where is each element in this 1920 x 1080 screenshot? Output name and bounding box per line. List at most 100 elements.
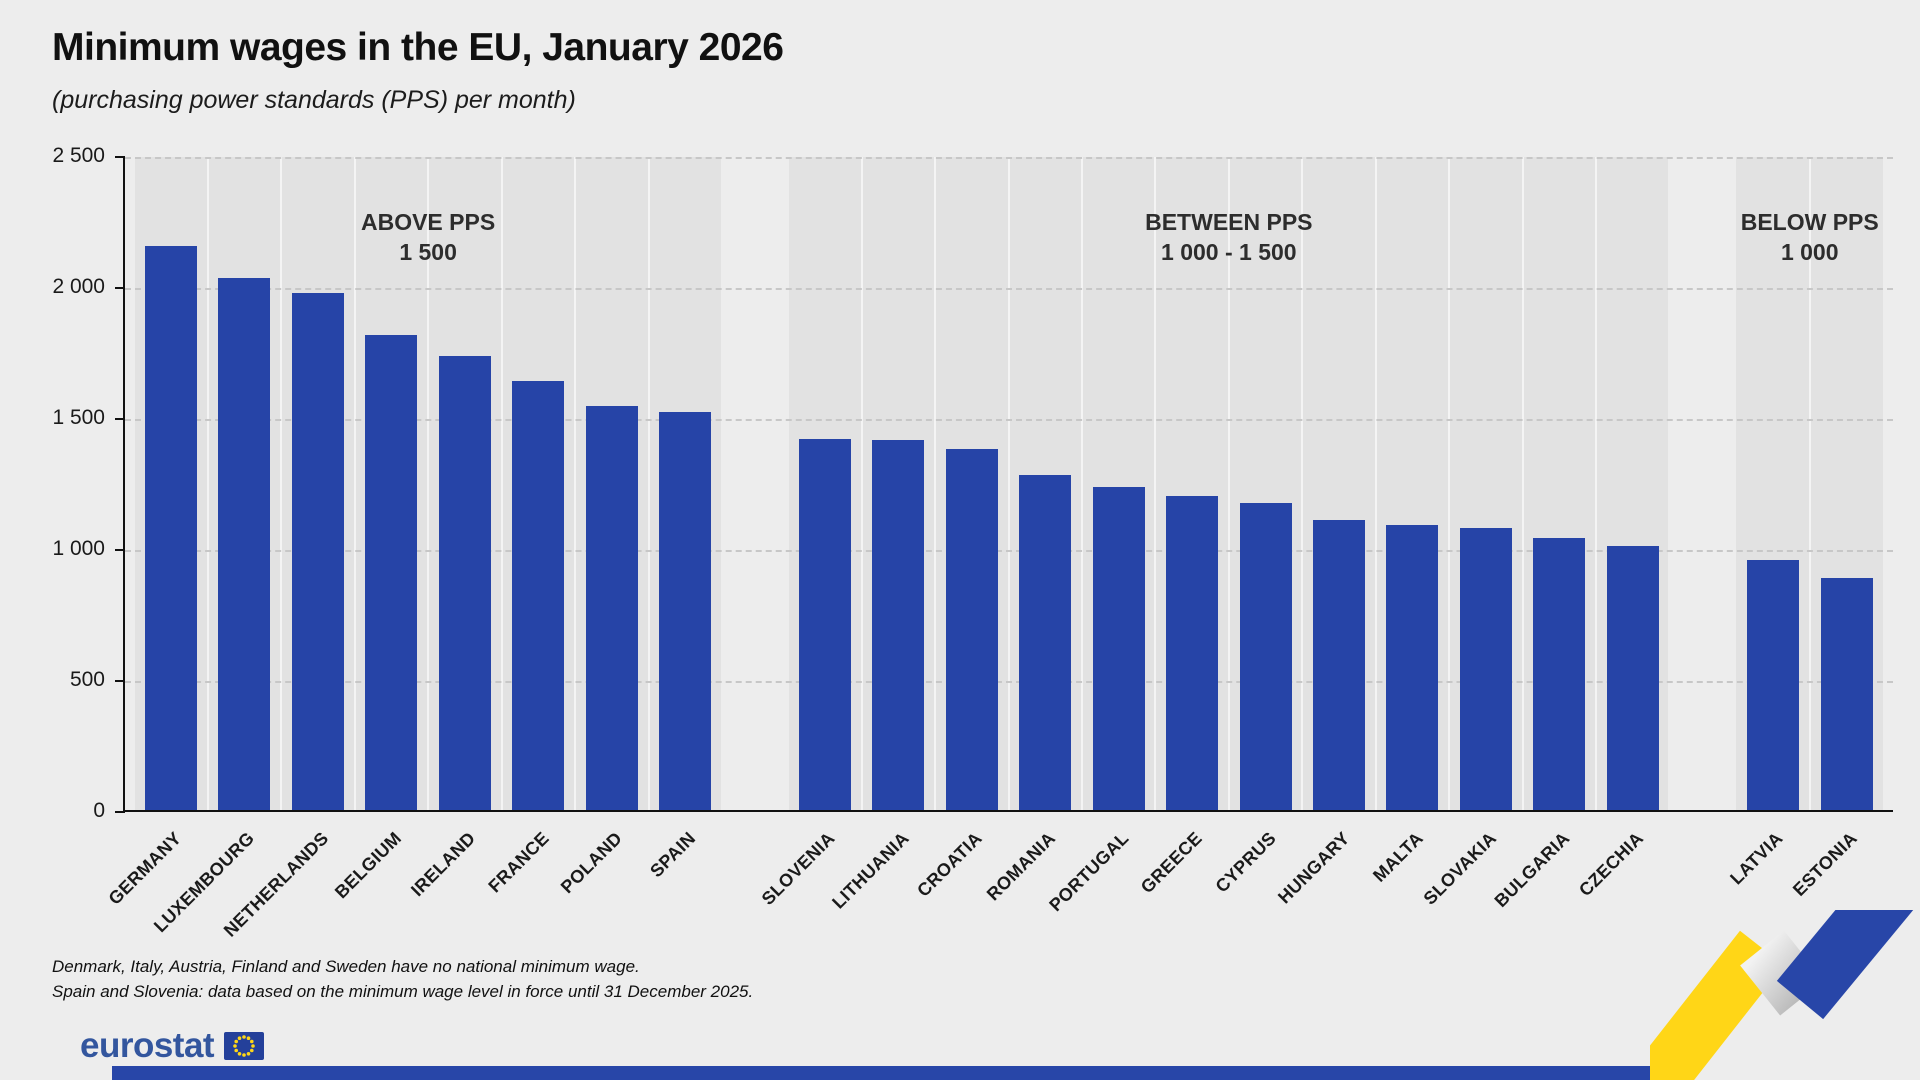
country-label: SPAIN	[646, 828, 700, 882]
bar-column: PORTUGAL	[1046, 157, 1157, 915]
country-label: HUNGARY	[1273, 828, 1354, 908]
y-axis-line	[123, 157, 125, 812]
bar	[1019, 475, 1072, 812]
eu-flag-icon	[224, 1032, 265, 1060]
country-label: LITHUANIA	[827, 828, 913, 913]
bar-column: BELGIUM	[331, 157, 430, 902]
eurostat-logo-text: eurostat	[80, 1026, 215, 1065]
bar	[512, 381, 565, 812]
y-axis-tick	[115, 549, 125, 551]
bar	[1239, 502, 1292, 812]
gridline	[125, 288, 1893, 290]
bar-column: ESTONIA	[1789, 157, 1883, 900]
bar	[1386, 525, 1439, 812]
y-axis-label: 2 000	[52, 275, 105, 298]
bar-column: SLOVAKIA	[1419, 157, 1524, 909]
footnote-line-1: Denmark, Italy, Austria, Finland and Swe…	[52, 957, 640, 976]
y-axis-tick	[115, 156, 125, 158]
group-label-line-2: 1 000	[1780, 239, 1839, 265]
footnote-line-2: Spain and Slovenia: data based on the mi…	[52, 982, 754, 1001]
bar-column: NETHERLANDS	[219, 157, 356, 941]
bar-column: IRELAND	[407, 157, 503, 900]
group-label: BETWEEN PPS 1 000 - 1 500	[789, 207, 1668, 267]
bar	[144, 246, 197, 812]
y-axis-label: 2 500	[52, 144, 105, 167]
chart: 0 500 1 000 1 500 2 000 2 500 ABOVE PPS 1 500 GE…	[52, 144, 1893, 941]
bar	[1312, 519, 1365, 812]
bar-column: FRANCE	[484, 157, 577, 896]
y-axis-label: 1 000	[52, 537, 105, 560]
group-label-line-1: BETWEEN PPS	[1145, 209, 1313, 235]
bar-column: POLAND	[557, 157, 650, 897]
bar-column: CYPRUS	[1211, 157, 1304, 896]
bar	[1166, 496, 1219, 812]
bar-column: LUXEMBOURG	[150, 157, 283, 936]
country-label: FRANCE	[484, 828, 553, 897]
chart-title: Minimum wages in the EU, January 2026	[52, 26, 784, 69]
y-axis-tick	[115, 811, 125, 813]
bar	[798, 438, 851, 812]
bar	[365, 335, 418, 812]
gridline	[125, 681, 1893, 683]
gridline	[125, 550, 1893, 552]
y-axis-tick	[115, 418, 125, 420]
eurostat-logo: eurostat	[80, 1026, 265, 1066]
bar	[1092, 487, 1145, 812]
y-axis-label: 1 500	[52, 406, 105, 429]
group-label-line-1: BELOW PPS	[1740, 209, 1879, 235]
bar	[438, 356, 491, 812]
country-label: SLOVAKIA	[1419, 828, 1500, 909]
y-axis-label: 500	[69, 668, 105, 691]
y-axis-tick	[115, 680, 125, 682]
bar-column: GREECE	[1137, 157, 1230, 897]
bar-column: BULGARIA	[1490, 157, 1597, 911]
bar-column: ROMANIA	[983, 157, 1083, 904]
bar	[585, 405, 638, 812]
country-label: MALTA	[1368, 828, 1427, 886]
country-label: BULGARIA	[1490, 828, 1574, 912]
bar-column: LATVIA	[1726, 157, 1811, 888]
footnotes: Denmark, Italy, Austria, Finland and Swe…	[52, 954, 753, 1004]
country-label: CROATIA	[913, 828, 986, 901]
bar	[1533, 538, 1586, 812]
country-label: CYPRUS	[1211, 828, 1280, 897]
bar	[1746, 560, 1799, 812]
bar	[659, 412, 712, 812]
bar-column: CROATIA	[913, 157, 1010, 901]
country-label: GREECE	[1137, 828, 1207, 898]
group-panel: BELOW PPS 1 000 LATVIA ESTONIA	[1726, 157, 1883, 900]
country-label: BELGIUM	[331, 828, 406, 903]
bar-column: GERMANY	[104, 157, 209, 909]
group-label-line-2: 1 500	[399, 239, 457, 265]
y-axis-label: 0	[93, 799, 105, 822]
gridline	[125, 157, 1893, 159]
ribbon-decoration	[1650, 910, 1914, 1080]
country-label: ROMANIA	[982, 828, 1060, 905]
gridline	[125, 419, 1893, 421]
bar-column: SLOVENIA	[758, 157, 863, 909]
y-axis-tick	[115, 287, 125, 289]
x-axis-baseline	[125, 810, 1893, 812]
bar	[872, 439, 925, 812]
country-label: LATVIA	[1726, 828, 1787, 889]
bar	[945, 449, 998, 812]
group-label: BELOW PPS 1 000	[1736, 207, 1883, 267]
group-panel: BETWEEN PPS 1 000 - 1 500 SLOVENIA LITHUANI…	[758, 157, 1669, 915]
bar-column: SPAIN	[646, 157, 722, 881]
country-label: POLAND	[556, 828, 627, 898]
bar	[218, 277, 271, 812]
bar-column: CZECHIA	[1575, 157, 1668, 900]
bar	[1606, 546, 1659, 812]
country-label: IRELAND	[406, 828, 480, 901]
country-label: ESTONIA	[1789, 828, 1862, 900]
group-label-line-1: ABOVE PPS	[360, 209, 496, 235]
bar-column: LITHUANIA	[828, 157, 937, 913]
bar	[1459, 527, 1512, 812]
blue-ribbon-band	[1776, 910, 1914, 1020]
bar-column: HUNGARY	[1274, 157, 1377, 908]
yellow-ribbon-band	[1650, 930, 1785, 1080]
bar	[291, 293, 344, 812]
bar-column: MALTA	[1369, 157, 1451, 886]
country-label: CZECHIA	[1574, 828, 1647, 901]
